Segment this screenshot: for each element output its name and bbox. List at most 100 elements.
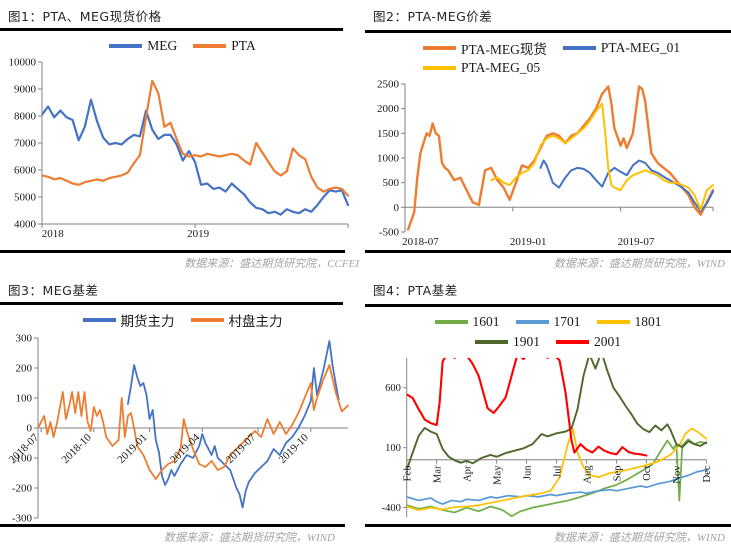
figure4-chart-area: 1601 1701 1801 1901 2001 600 100 -400 Feb Mar Apr… — [365, 307, 731, 523]
x-axis — [404, 206, 714, 212]
legend-label: 期货主力 — [120, 314, 175, 329]
svg-text:-100: -100 — [12, 453, 33, 465]
legend-line-swatch — [82, 318, 116, 322]
svg-text:2500: 2500 — [377, 80, 400, 91]
series-group — [406, 85, 714, 231]
svg-text:10000: 10000 — [9, 58, 37, 69]
svg-text:Mar: Mar — [433, 465, 444, 483]
legend-item-PTA-MEG现货: PTA-MEG现货 — [423, 38, 547, 58]
x-axis-labels: 2018 2019 — [42, 228, 210, 240]
series-group — [42, 79, 349, 216]
footer-divider — [365, 250, 731, 253]
figure-panel-4: 图4：PTA基差 1601 1701 1801 1901 2001 600 100 -400… — [365, 274, 731, 548]
footer-divider — [0, 524, 345, 527]
legend-item-PTA-MEG_01: PTA-MEG_01 — [562, 40, 680, 56]
y-axis: 300 200 100 0 -100 -200 -300 — [12, 333, 39, 525]
legend-row: PTA-MEG现货 PTA-MEG_01 — [423, 38, 680, 58]
svg-text:2019-07: 2019-07 — [224, 431, 259, 466]
y-axis: 600 100 -400 — [382, 357, 408, 518]
figure1-chart-area: MEG PTA 10000 9000 8000 7000 6000 5000 4000 2018… — [0, 31, 365, 250]
legend-line-swatch — [434, 320, 468, 324]
legend-line-swatch — [423, 46, 456, 50]
legend-line-swatch — [193, 44, 227, 48]
svg-text:2019: 2019 — [187, 228, 210, 240]
series-line-PTA-MEG现货 — [406, 85, 714, 231]
series-line-1801 — [406, 427, 708, 511]
series-line-2001 — [406, 357, 648, 457]
legend-label: 1801 — [634, 314, 662, 329]
y-axis: 10000 9000 8000 7000 6000 5000 4000 — [9, 58, 43, 231]
legend-line-swatch — [190, 318, 224, 322]
legend-label: 1601 — [472, 314, 500, 329]
legend-line-swatch — [562, 46, 596, 50]
svg-text:2019-07: 2019-07 — [618, 236, 655, 248]
legend-label: MEG — [147, 38, 178, 53]
figure2-legend: PTA-MEG现货 PTA-MEG_01 PTA-MEG_05 — [365, 38, 731, 78]
figure1-legend: MEG PTA — [0, 36, 365, 56]
svg-text:2018-07: 2018-07 — [402, 236, 439, 248]
svg-text:Apr: Apr — [462, 465, 473, 482]
svg-text:Aug: Aug — [582, 465, 593, 484]
svg-text:5000: 5000 — [14, 192, 37, 204]
svg-text:May: May — [492, 465, 503, 485]
figure4-source: 数据来源：盛达期货研究院，WIND — [553, 532, 725, 544]
figure3-legend: 期货主力 村盘主力 — [0, 310, 365, 330]
legend-item-1601: 1601 — [434, 314, 500, 330]
legend-item-1901: 1901 — [475, 334, 540, 350]
svg-text:7000: 7000 — [14, 138, 37, 150]
x-axis-labels: Feb Mar Apr May Jun Jul Aug Sep Oct Nov Dec — [403, 465, 714, 485]
figure-panel-1: 图1：PTA、MEG现货价格 MEG PTA 10000 9000 8000 7000 6… — [0, 0, 365, 274]
figure1-title: 图1：PTA、MEG现货价格 — [8, 9, 162, 24]
figure1-source: 数据来源：盛达期货研究院，CCFEI — [184, 258, 359, 270]
svg-text:-300: -300 — [12, 513, 33, 525]
svg-text:0: 0 — [27, 423, 33, 435]
svg-text:6000: 6000 — [14, 165, 37, 177]
x-axis-labels: 2018-07 2018-10 2019-01 2019-04 2019-07 2019-… — [7, 431, 311, 466]
footer-divider — [365, 524, 731, 527]
svg-text:Nov: Nov — [672, 465, 683, 484]
legend-item-1701: 1701 — [515, 314, 581, 330]
legend-row: 1601 1701 1801 — [434, 312, 662, 332]
svg-text:Jul: Jul — [552, 465, 563, 477]
legend-item-MEG: MEG — [109, 38, 177, 54]
legend-label: 村盘主力 — [228, 314, 283, 329]
title-divider — [365, 30, 731, 33]
legend-label: PTA — [231, 38, 256, 53]
legend-label: 1701 — [553, 314, 581, 329]
legend-item-村盘主力: 村盘主力 — [190, 310, 283, 330]
svg-text:600: 600 — [385, 383, 401, 394]
svg-text:2019-01: 2019-01 — [510, 236, 547, 248]
legend-line-swatch — [515, 320, 549, 324]
series-line-期货主力 — [127, 340, 340, 509]
figure3-source: 数据来源：盛达期货研究院，WIND — [163, 532, 335, 544]
legend-label: 1901 — [513, 334, 540, 349]
svg-text:2000: 2000 — [377, 103, 400, 115]
series-line-MEG — [42, 98, 349, 216]
legend-label: PTA-MEG现货 — [461, 42, 547, 57]
x-axis — [41, 223, 349, 228]
legend-line-swatch — [556, 340, 589, 344]
legend-line-swatch — [423, 66, 456, 70]
series-line-村盘主力 — [38, 364, 349, 480]
svg-text:2018: 2018 — [42, 228, 65, 240]
legend-item-期货主力: 期货主力 — [82, 310, 175, 330]
footer-divider — [0, 250, 345, 253]
legend-label: PTA-MEG_05 — [461, 60, 541, 75]
svg-text:500: 500 — [383, 177, 400, 189]
svg-text:4000: 4000 — [14, 219, 37, 231]
legend-line-swatch — [596, 320, 630, 324]
legend-label: 2001 — [594, 334, 621, 349]
svg-text:-400: -400 — [382, 503, 401, 514]
svg-text:Oct: Oct — [642, 465, 653, 480]
figure4-chart-canvas: 600 100 -400 Feb Mar Apr May Jun Jul Aug Sep Oct Nov… — [382, 357, 714, 518]
figure3-chart-area: 期货主力 村盘主力 300 200 100 0 -100 -200 -300 2018-07 20… — [0, 305, 365, 524]
series-group — [38, 340, 349, 509]
legend-line-swatch — [109, 44, 143, 48]
y-axis: 2500 2000 1500 1000 500 0 -500 — [377, 80, 406, 239]
figure1-chart-canvas: 10000 9000 8000 7000 6000 5000 4000 2018 2019 — [9, 58, 349, 240]
series-line-PTA — [42, 79, 349, 197]
svg-text:2019-10: 2019-10 — [277, 431, 312, 466]
